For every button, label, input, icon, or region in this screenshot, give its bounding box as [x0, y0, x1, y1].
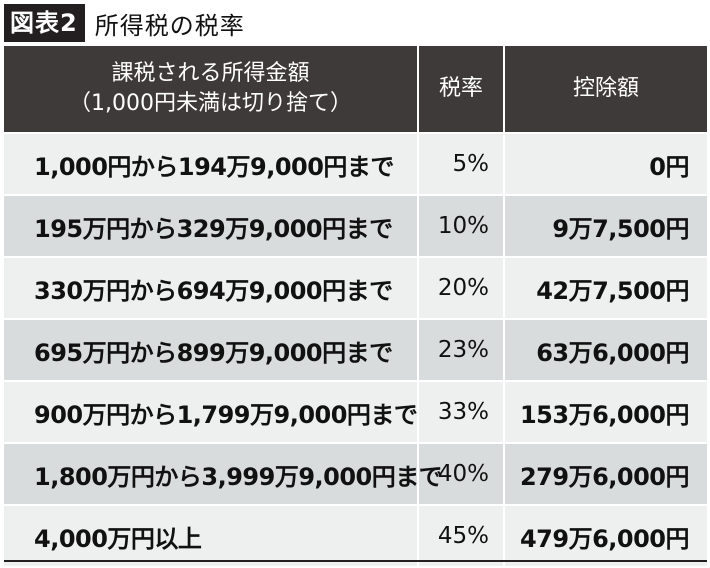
taxable-income-cell: 330万円から694万9,000円まで: [4, 256, 419, 319]
table-row: 695万円から899万9,000円まで 23% 63万6,000円: [4, 318, 707, 381]
table-row: 330万円から694万9,000円まで 20% 42万7,500円: [4, 256, 707, 319]
taxable-income-cell: 1,800万円から3,999万9,000円まで: [4, 442, 443, 505]
taxable-income-cell: 1,000円から194万9,000円まで: [4, 132, 419, 195]
taxable-income-cell: 4,000万円以上: [4, 504, 419, 566]
header-deduction: 控除額: [504, 46, 707, 133]
header-taxable-income-label: 課税される所得金額: [111, 61, 310, 86]
tax-rate-cell: 45%: [418, 504, 505, 566]
tax-rate-cell: 10%: [418, 194, 505, 257]
deduction-cell: 0円: [504, 132, 707, 195]
deduction-cell: 63万6,000円: [504, 318, 707, 381]
table-row: 4,000万円以上 45% 479万6,000円: [4, 504, 707, 566]
tax-rate-cell: 5%: [418, 132, 505, 195]
header-tax-rate: 税率: [418, 46, 505, 133]
deduction-cell: 153万6,000円: [504, 380, 707, 443]
header-taxable-income: 課税される所得金額 （1,000円未満は切り捨て）: [4, 46, 419, 133]
table-row: 195万円から329万9,000円まで 10% 9万7,500円: [4, 194, 707, 257]
table-header-row: 課税される所得金額 （1,000円未満は切り捨て） 税率 控除額: [4, 46, 707, 133]
table-bottom-rule: [4, 560, 707, 562]
taxable-income-cell: 900万円から1,799万9,000円まで: [4, 380, 419, 443]
table-row: 1,800万円から3,999万9,000円まで 40% 279万6,000円: [4, 442, 707, 505]
taxable-income-cell: 695万円から899万9,000円まで: [4, 318, 419, 381]
tax-rate-cell: 33%: [418, 380, 505, 443]
deduction-cell: 479万6,000円: [504, 504, 707, 566]
taxable-income-cell: 195万円から329万9,000円まで: [4, 194, 419, 257]
income-tax-rate-table: 課税される所得金額 （1,000円未満は切り捨て） 税率 控除額 1,000円か…: [4, 46, 707, 566]
deduction-cell: 9万7,500円: [504, 194, 707, 257]
header-taxable-income-note: （1,000円未満は切り捨て）: [69, 91, 352, 116]
table-row: 900万円から1,799万9,000円まで 33% 153万6,000円: [4, 380, 707, 443]
tax-rate-cell: 40%: [418, 442, 505, 505]
figure-title: 所得税の税率: [94, 11, 245, 40]
figure-header: 図表2 所得税の税率: [0, 0, 710, 46]
table-row: 1,000円から194万9,000円まで 5% 0円: [4, 132, 707, 195]
tax-rate-cell: 20%: [418, 256, 505, 319]
figure-number-badge: 図表2: [4, 4, 85, 42]
tax-rate-cell: 23%: [418, 318, 505, 381]
deduction-cell: 279万6,000円: [504, 442, 707, 505]
deduction-cell: 42万7,500円: [504, 256, 707, 319]
